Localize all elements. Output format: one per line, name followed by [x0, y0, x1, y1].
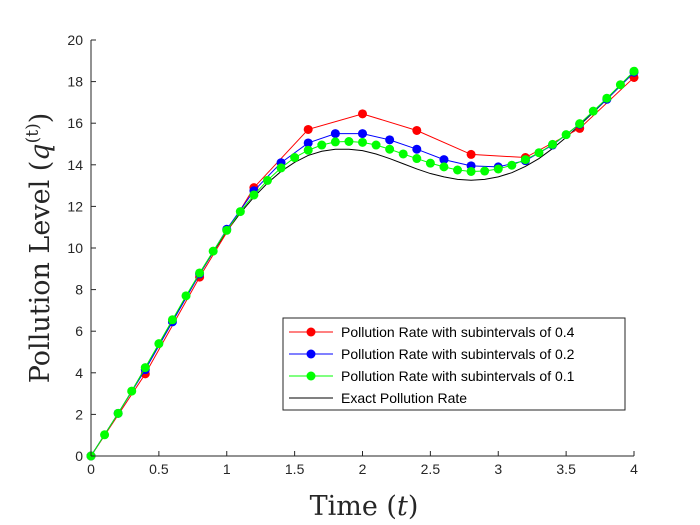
x-tick-label-8: 4 [630, 461, 638, 477]
y-tick-label-4: 8 [75, 282, 83, 298]
series-1-point-10 [358, 129, 367, 139]
y-tick-label-6: 12 [67, 198, 83, 214]
x-tick-label-5: 2.5 [421, 461, 441, 477]
series-0-point-6 [412, 125, 422, 135]
series-2-point-21 [371, 140, 381, 150]
series-2-point-14 [276, 163, 286, 173]
series-2-point-13 [262, 175, 272, 185]
series-2-point-18 [330, 137, 340, 147]
series-2-point-8 [195, 268, 205, 278]
series-2-point-29 [480, 166, 490, 176]
series-2-point-12 [249, 190, 259, 200]
y-axis-title: Pollution Level (q(t)) [23, 113, 56, 384]
x-tick-label-4: 2 [359, 461, 367, 477]
series-2-point-20 [358, 137, 367, 147]
x-tick-label-2: 1 [223, 461, 231, 477]
legend-label-2: Pollution Rate with subintervals of 0.1 [341, 368, 575, 384]
y-tick-label-2: 4 [75, 365, 83, 381]
series-0-point-4 [303, 124, 313, 134]
legend-label-0: Pollution Rate with subintervals of 0.4 [341, 324, 575, 340]
series-2-point-36 [575, 119, 585, 129]
series-2-point-5 [154, 339, 164, 349]
series-2-point-27 [453, 165, 463, 175]
series-1-point-9 [330, 129, 340, 139]
x-tick-label-3: 1.5 [285, 461, 305, 477]
y-tick-label-5: 10 [67, 240, 83, 256]
series-2-point-34 [548, 139, 558, 149]
y-tick-label-1: 2 [75, 406, 83, 422]
series-2-point-28 [466, 166, 476, 176]
series-2-point-3 [127, 386, 137, 396]
y-tick-label-10: 20 [67, 32, 83, 48]
x-tick-label-6: 3 [494, 461, 502, 477]
y-tick-label-3: 6 [75, 323, 83, 339]
series-2-point-35 [561, 130, 571, 140]
series-2-point-2 [113, 408, 123, 418]
plot-area [86, 66, 639, 461]
series-2-point-23 [398, 149, 408, 159]
series-2-point-22 [385, 144, 395, 154]
legend-label-3: Exact Pollution Rate [341, 390, 467, 406]
series-2-point-30 [493, 164, 503, 174]
legend-marker-1 [306, 349, 316, 359]
series-2-point-26 [439, 162, 449, 172]
y-tick-label-8: 16 [67, 115, 83, 131]
series-2-point-16 [303, 145, 313, 155]
series-2-point-11 [235, 207, 245, 217]
x-tick-label-7: 3.5 [556, 461, 576, 477]
legend-marker-0 [306, 327, 316, 337]
series-2-point-1 [100, 430, 110, 440]
series-2-point-39 [615, 80, 625, 90]
series-2-point-37 [588, 106, 598, 116]
series-2-point-10 [222, 225, 232, 235]
series-2-point-40 [629, 66, 639, 76]
series-1-point-11 [385, 135, 395, 145]
series-2-point-17 [317, 140, 327, 150]
series-1-point-8 [303, 138, 313, 148]
y-tick-label-0: 0 [75, 448, 83, 464]
axes: 0 0.5 1 1.5 2 2.5 3 3.5 4 0 2 4 6 8 10 12 14 16 18 20 [67, 32, 638, 477]
series-2-point-19 [344, 137, 354, 146]
y-tick-label-7: 14 [67, 157, 83, 173]
series-0-point-5 [358, 109, 367, 119]
series-2-point-7 [181, 291, 191, 301]
x-axis-title: Time (t) [310, 491, 419, 522]
y-tick-label-9: 18 [67, 74, 83, 90]
series-1-point-13 [439, 155, 449, 165]
series-2-point-25 [425, 158, 435, 168]
x-tick-label-1: 0.5 [149, 461, 169, 477]
legend: Pollution Rate with subintervals of 0.4 P… [282, 317, 626, 411]
x-tick-label-0: 0 [87, 461, 95, 477]
series-2-point-24 [412, 154, 422, 164]
series-1-point-12 [412, 144, 422, 154]
series-2-point-15 [290, 153, 300, 163]
series-0-point-7 [466, 149, 476, 159]
legend-label-1: Pollution Rate with subintervals of 0.2 [341, 346, 575, 362]
legend-box [282, 317, 626, 411]
series-2-point-4 [140, 363, 150, 373]
series-2-point-6 [167, 315, 177, 325]
legend-marker-2 [306, 371, 316, 381]
series-2-point-33 [534, 148, 544, 158]
series-2-point-38 [602, 93, 612, 103]
series-2-point-9 [208, 246, 218, 256]
series-2-point-31 [507, 160, 517, 170]
series-2-point-32 [520, 155, 530, 165]
